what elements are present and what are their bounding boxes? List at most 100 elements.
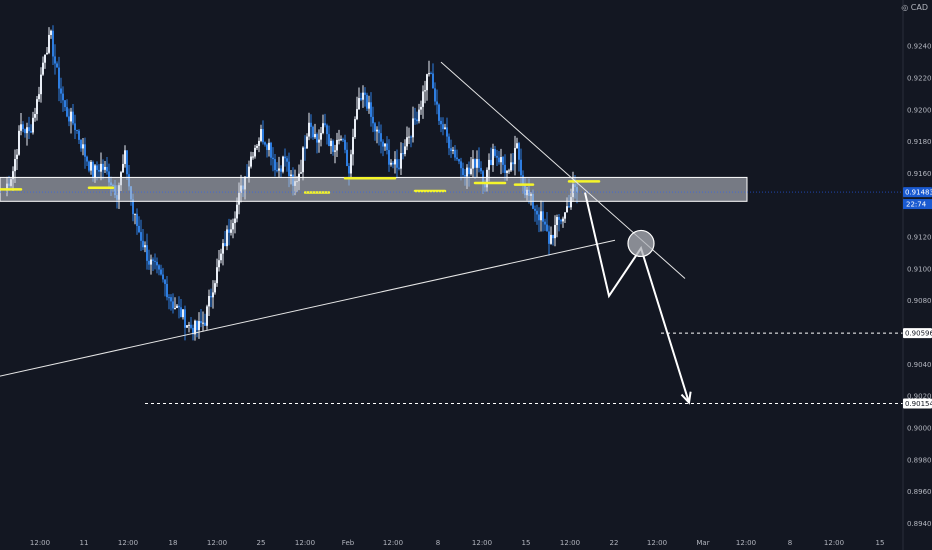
candle-down (266, 144, 268, 150)
candle-down (440, 120, 442, 125)
candle-down (480, 167, 482, 172)
highlight-marks (0, 176, 601, 194)
candle-up (338, 139, 340, 141)
candle-up (260, 129, 262, 141)
candle-down (502, 157, 504, 165)
candle-down (504, 164, 506, 173)
candle-up (444, 127, 446, 130)
candle-up (12, 171, 14, 180)
candle-up (134, 213, 136, 215)
candle-down (52, 30, 54, 57)
candle-up (394, 159, 396, 165)
candle-down (462, 168, 464, 176)
candle-up (220, 253, 222, 261)
candle-down (62, 93, 64, 101)
candle-down (22, 124, 24, 130)
time-tick-label: 12:00 (647, 539, 667, 547)
candle-up (470, 168, 472, 175)
candle-down (348, 166, 350, 174)
candle-down (106, 166, 108, 172)
candle-down (164, 279, 166, 284)
candle-up (42, 62, 44, 75)
candle-down (126, 150, 128, 175)
candle-down (74, 123, 76, 130)
candle-up (400, 153, 402, 169)
candle-up (492, 149, 494, 166)
candle-up (306, 136, 308, 149)
candle-down (140, 232, 142, 241)
candle-up (404, 146, 406, 155)
candle-down (388, 150, 390, 165)
candle-down (410, 136, 412, 138)
candle-down (204, 322, 206, 326)
candle-down (454, 149, 456, 158)
candle-down (54, 56, 56, 64)
candle-down (166, 283, 168, 298)
candle-down (392, 162, 394, 165)
candle-down (534, 208, 536, 211)
candle-up (422, 91, 424, 107)
candle-up (308, 122, 310, 137)
candle-down (542, 211, 544, 222)
candle-down (264, 142, 266, 145)
candle-down (66, 107, 68, 117)
time-tick-label: 22 (610, 539, 619, 547)
candle-down (380, 133, 382, 142)
candle-down (498, 157, 500, 163)
candle-up (282, 156, 284, 172)
candle-up (34, 114, 36, 118)
candle-up (570, 197, 572, 208)
candle-up (254, 147, 256, 157)
candle-down (536, 210, 538, 215)
candle-down (496, 155, 498, 158)
candle-up (218, 260, 220, 268)
candle-down (156, 261, 158, 266)
candle-up (234, 218, 236, 224)
candle-down (60, 88, 62, 94)
candle-up (198, 321, 200, 331)
candle-up (38, 94, 40, 100)
candle-down (148, 260, 150, 265)
candle-up (44, 54, 46, 63)
candle-up (82, 144, 84, 149)
candle-up (174, 307, 176, 309)
candle-up (232, 223, 234, 230)
candle-down (262, 129, 264, 143)
candle-up (20, 124, 22, 131)
price-badges: 0.91483 22:74 0.90596 0.90154 (903, 187, 932, 409)
candle-up (186, 325, 188, 328)
candle-up (48, 34, 50, 53)
candle-down (432, 73, 434, 89)
candle-down (96, 165, 98, 170)
candle-down (560, 219, 562, 222)
candle-down (160, 269, 162, 275)
candle-up (36, 99, 38, 115)
time-axis[interactable]: 12:00 11 12:00 18 12:00 25 12:00 Feb 12:00 8 12:00… (30, 539, 885, 547)
candle-down (364, 92, 366, 95)
candle-down (346, 149, 348, 167)
candle-up (550, 234, 552, 244)
candle-up (368, 102, 370, 109)
candle-down (402, 153, 404, 155)
candle-up (408, 136, 410, 138)
candle-down (478, 159, 480, 168)
candle-up (488, 159, 490, 170)
candle-up (556, 217, 558, 226)
time-tick-label: 12:00 (736, 539, 756, 547)
candle-down (192, 327, 194, 335)
candle-down (448, 136, 450, 149)
time-tick-label: 12:00 (472, 539, 492, 547)
candle-down (286, 158, 288, 162)
candle-down (86, 156, 88, 162)
candle-up (236, 204, 238, 219)
candle-down (430, 73, 432, 75)
candle-down (372, 116, 374, 124)
current-price-badge-bg (903, 187, 932, 198)
candle-down (178, 305, 180, 308)
target-level-badge-text: 0.90596 (905, 330, 932, 338)
